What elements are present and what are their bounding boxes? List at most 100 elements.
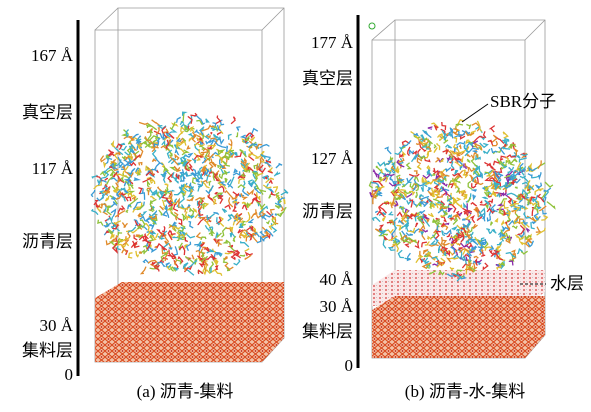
molecule xyxy=(149,210,154,212)
molecule xyxy=(118,232,122,236)
molecule xyxy=(454,138,457,143)
molecule xyxy=(487,216,490,221)
height-label: 40 Å xyxy=(319,270,353,289)
molecule xyxy=(175,150,178,154)
molecule xyxy=(271,209,275,213)
molecule xyxy=(205,225,209,231)
molecule xyxy=(445,168,451,172)
molecule xyxy=(535,183,541,188)
molecule xyxy=(215,269,222,275)
molecule xyxy=(115,211,125,218)
molecule xyxy=(111,234,115,238)
molecule xyxy=(529,168,537,171)
molecule xyxy=(504,210,506,215)
molecule xyxy=(154,267,159,271)
molecule xyxy=(167,190,173,191)
molecule xyxy=(416,192,417,198)
molecule xyxy=(138,144,141,148)
molecule xyxy=(175,260,177,264)
molecule xyxy=(190,113,196,116)
molecule xyxy=(430,203,432,209)
molecule xyxy=(222,227,227,237)
asphalt-molecules xyxy=(91,112,288,276)
molecule xyxy=(523,220,527,224)
molecule xyxy=(228,216,232,221)
molecule xyxy=(268,171,273,173)
molecule xyxy=(105,179,108,181)
molecule xyxy=(373,196,377,204)
molecule xyxy=(467,224,470,226)
molecule xyxy=(209,181,211,186)
molecule xyxy=(382,230,386,233)
molecule xyxy=(157,244,167,250)
molecule xyxy=(196,130,200,134)
molecule xyxy=(245,249,250,252)
molecule xyxy=(442,122,446,130)
molecule xyxy=(206,141,211,144)
molecule xyxy=(421,186,423,192)
molecule xyxy=(424,131,432,138)
molecule xyxy=(491,126,495,133)
molecule xyxy=(241,241,249,247)
molecule xyxy=(257,215,261,218)
height-label: 177 Å xyxy=(311,33,354,52)
caption: (a) 沥青-集料 xyxy=(137,382,234,401)
molecule xyxy=(160,258,168,262)
molecule xyxy=(406,244,409,247)
molecule xyxy=(547,202,555,208)
molecule xyxy=(433,168,435,172)
molecule xyxy=(468,197,471,202)
molecule xyxy=(253,209,257,215)
annotation: SBR分子 xyxy=(490,92,556,111)
molecule xyxy=(229,134,232,139)
molecule xyxy=(260,158,261,167)
molecule xyxy=(199,146,204,150)
molecule xyxy=(139,122,148,124)
molecule xyxy=(225,241,228,243)
height-label: 集料层 xyxy=(302,322,353,341)
molecule xyxy=(211,132,212,134)
molecule xyxy=(218,166,221,170)
molecule xyxy=(136,251,139,257)
molecule xyxy=(397,213,402,218)
molecule xyxy=(98,220,103,226)
molecule xyxy=(451,169,454,170)
molecule xyxy=(541,216,547,221)
molecule xyxy=(91,190,94,197)
molecule xyxy=(189,222,194,228)
molecule xyxy=(385,147,392,154)
molecule xyxy=(496,219,498,222)
molecule xyxy=(480,202,482,204)
molecule xyxy=(456,124,463,125)
molecule xyxy=(507,193,517,197)
molecule xyxy=(213,134,217,138)
molecule xyxy=(233,236,236,241)
molecule xyxy=(456,141,465,145)
molecule xyxy=(250,147,252,148)
molecule xyxy=(139,163,142,166)
molecule xyxy=(141,267,146,274)
molecule xyxy=(173,246,177,255)
molecule xyxy=(230,233,234,237)
molecule xyxy=(415,223,417,227)
molecule xyxy=(265,162,271,165)
molecule xyxy=(528,239,532,243)
molecule xyxy=(152,120,160,126)
molecule xyxy=(220,120,224,125)
molecule xyxy=(174,191,182,195)
molecule xyxy=(457,230,459,233)
molecule xyxy=(217,242,221,246)
molecule xyxy=(122,223,127,228)
molecule xyxy=(224,256,227,259)
molecule xyxy=(242,221,245,225)
molecule xyxy=(112,142,115,147)
molecule xyxy=(472,195,475,199)
molecule xyxy=(200,218,204,219)
molecule xyxy=(106,156,109,158)
molecule xyxy=(184,267,186,271)
molecule xyxy=(229,139,232,145)
molecule xyxy=(409,174,419,176)
molecule xyxy=(375,211,378,212)
molecule xyxy=(501,156,506,160)
molecule xyxy=(443,150,448,154)
